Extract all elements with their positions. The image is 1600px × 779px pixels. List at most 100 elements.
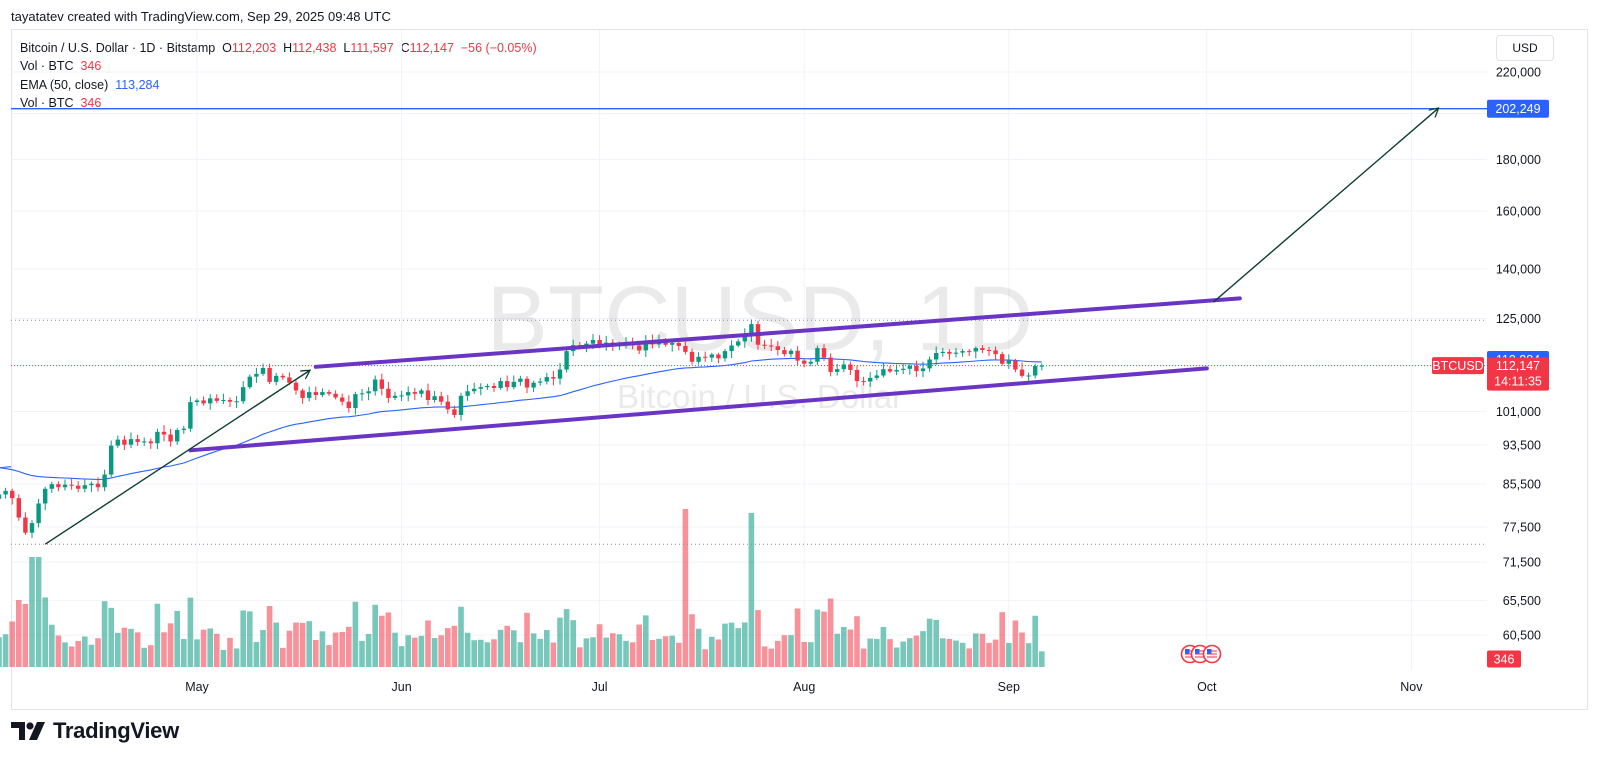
ema-label[interactable]: EMA (50, close) (20, 77, 109, 92)
candle-body (564, 351, 569, 370)
event-markers[interactable] (1180, 644, 1222, 664)
legend-volume-row: Vol · BTC 346 (20, 57, 537, 75)
volume-bar (907, 638, 913, 667)
volume-bar (933, 619, 939, 667)
candle-body (359, 393, 365, 395)
candle-body (386, 388, 391, 398)
volume-bar (755, 610, 761, 667)
candle-body (505, 381, 510, 388)
volume-label[interactable]: Vol · BTC (20, 59, 74, 74)
candle-body (551, 377, 556, 379)
volume-bar (88, 644, 95, 667)
candle-body (102, 474, 107, 488)
volume-bar (524, 612, 530, 667)
candle-body (89, 483, 94, 486)
volume-bar (742, 622, 748, 667)
volume-bar (577, 647, 583, 667)
volume-bar (1032, 615, 1038, 667)
us-event-flag-icon[interactable] (1202, 644, 1222, 664)
candle-body (313, 392, 318, 395)
chart-frame (11, 29, 1588, 710)
volume-bar (141, 647, 147, 667)
candle-body (1026, 375, 1031, 377)
volume-bar (629, 642, 636, 667)
candle-body (412, 392, 417, 394)
candle-body (808, 361, 813, 364)
volume-bar (913, 635, 920, 667)
candles (0, 319, 1044, 538)
volume-bar (280, 647, 286, 667)
price-axis-label: 125,000 (1496, 312, 1541, 326)
volume-bar (55, 635, 62, 667)
volume-bar (880, 627, 887, 667)
volume-bar (35, 557, 42, 667)
tradingview-logo[interactable]: TradingView (11, 716, 179, 746)
close-value: 112,147 (409, 41, 454, 55)
volume-bar (636, 624, 642, 667)
volume-bar (49, 624, 55, 667)
candle-body (907, 366, 912, 369)
event-flag-canton (1207, 649, 1212, 654)
time-axis[interactable]: May Jun Jul Aug Sep Oct Nov (185, 680, 1423, 694)
candle-body (960, 351, 965, 353)
candle-body (841, 364, 846, 370)
candle-body (947, 351, 952, 354)
candle-body (274, 375, 279, 382)
candle-body (967, 351, 972, 353)
candle-body (815, 348, 820, 362)
candle-body (676, 342, 681, 346)
volume-bar (735, 628, 741, 667)
volume-bar (299, 622, 306, 667)
candle-body (861, 381, 866, 383)
symbol-label[interactable]: Bitcoin / U.S. Dollar · 1D · Bitstamp (20, 41, 216, 55)
volume-bar (992, 639, 999, 667)
volume-bar (332, 632, 339, 667)
volume-bar (794, 608, 801, 667)
volume-bar (946, 638, 953, 667)
currency-button[interactable]: USD (1496, 35, 1554, 61)
candle-body (373, 379, 378, 392)
candle-body (465, 391, 470, 396)
candle-body (23, 517, 28, 533)
volume2-label[interactable]: Vol · BTC (20, 95, 74, 110)
candle-body (703, 356, 708, 358)
volume-bar (722, 623, 728, 667)
volume-bar (484, 642, 491, 667)
volume-bar (544, 629, 550, 667)
candle-body (643, 340, 648, 351)
volume-bar (887, 639, 893, 667)
candle-body (485, 385, 490, 388)
candle-body (208, 398, 213, 404)
candle-body (425, 390, 431, 401)
candle-body (597, 339, 602, 346)
volume-bar (999, 612, 1005, 667)
symbol-tag-bg (1432, 357, 1484, 375)
volume-bar (537, 638, 543, 667)
volume-bar (29, 557, 35, 667)
symbol-tag: BTCUSD (1432, 359, 1483, 373)
volume-bar (689, 614, 695, 667)
volume-bar (313, 639, 319, 667)
candle-body (346, 401, 351, 409)
volume-bar (458, 606, 464, 667)
volume-bar (359, 640, 365, 667)
candle-body (439, 396, 444, 402)
volume-bar (16, 600, 22, 667)
time-axis-label: Aug (793, 680, 815, 694)
price-axis[interactable]: 220,000 180,000 160,000 140,000 125,000 101,0… (1496, 66, 1541, 643)
volume-bar (814, 609, 821, 667)
volume-bars (0, 509, 1045, 667)
candle-body (722, 351, 728, 359)
price-axis-label: 180,000 (1496, 153, 1541, 167)
candle-body (142, 441, 147, 443)
volume-bar (649, 640, 656, 667)
candle-body (406, 392, 411, 396)
volume-bar (200, 629, 207, 667)
volume-bar (154, 603, 161, 667)
volume-bar (973, 633, 979, 667)
volume-bar (266, 606, 273, 667)
legend-symbol-row: Bitcoin / U.S. Dollar · 1D · Bitstamp O1… (20, 39, 537, 57)
volume-bar (121, 627, 128, 667)
candle-body (148, 441, 153, 444)
